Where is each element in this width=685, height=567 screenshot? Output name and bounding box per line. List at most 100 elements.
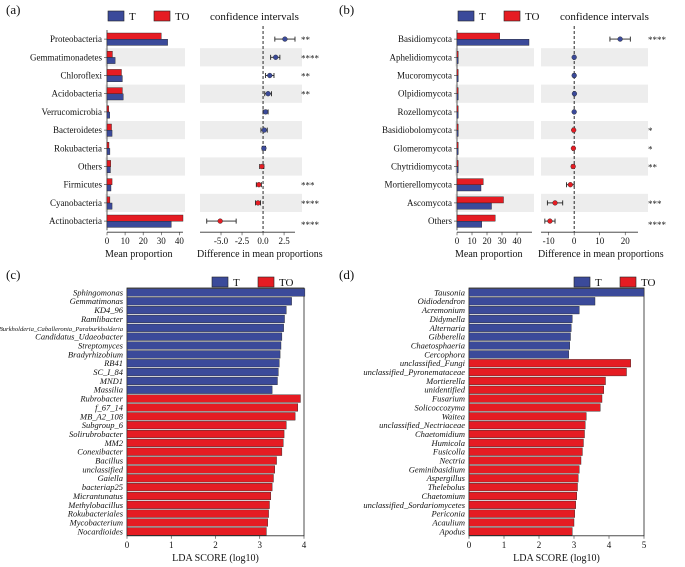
- panel-a-ci-tick-label: -5.0: [214, 236, 229, 246]
- panel-d-taxon-label: Acremonium: [421, 305, 465, 315]
- panel-d-lda-bar: [468, 421, 586, 430]
- panel-c-lda-bar: [126, 456, 277, 465]
- panel-a-ci-tick-label: 0.0: [257, 236, 269, 246]
- panel-a-band: [105, 157, 185, 176]
- panel-b-bar-t: [456, 75, 459, 82]
- panel-d-taxon-label: unclassified_Sordariomycetes: [363, 500, 465, 510]
- panel-a-bar-to: [106, 87, 123, 94]
- panel-b-category-label: Mortierellomycota: [385, 180, 452, 190]
- panel-d-lda-bar: [468, 491, 578, 500]
- panel-d-plot-frame: [468, 287, 645, 537]
- panel-c-lda-bar: [126, 368, 279, 377]
- panel-c-taxon-label: MB_A2_108: [79, 411, 124, 421]
- panel-d-taxon-label: unclassified_Fungi: [400, 358, 466, 368]
- panel-c-lda-bar: [126, 412, 296, 421]
- panel-b-ci-tick-label: -10: [543, 236, 555, 246]
- panel-a-ci-xlabel: Difference in mean proportions: [197, 249, 323, 260]
- panel-a-bar-to: [106, 69, 122, 76]
- panel-d-taxon-label: Humicola: [430, 438, 465, 448]
- panel-b-bar-tick-label: 0: [455, 236, 460, 246]
- panel-a-bar-to: [106, 141, 110, 149]
- panel-d-lda-bar: [468, 474, 579, 483]
- panel-a-ci-tick-label: -2.5: [235, 236, 250, 246]
- panel-b-ci-band: [541, 121, 648, 140]
- panel-c-taxon-label: SC_I_84: [93, 367, 124, 377]
- panel-a-bar-to: [106, 105, 110, 113]
- panel-c-taxon-label: Nocardioides: [77, 526, 124, 536]
- panel-c-lda-bar: [126, 465, 275, 474]
- panel-c-taxon-label: Conexibacter: [77, 447, 123, 457]
- panel-b-category-label: Others: [428, 216, 452, 226]
- panel-b-ci-point: [571, 54, 577, 60]
- panel-d-taxon-label: Apodus: [439, 526, 466, 536]
- panel-b-xlabel: Mean proportion: [455, 249, 523, 260]
- panel-b-band: [455, 48, 534, 67]
- panel-d-lda-bar: [468, 403, 601, 412]
- panel-c-lda-bar: [126, 385, 273, 394]
- panel-c-taxon-label: MND1: [99, 376, 123, 386]
- panel-a-category-label: Others: [78, 162, 102, 172]
- panel-b-category-label: Mucoromycota: [397, 71, 452, 81]
- panel-a-bar-to: [106, 196, 111, 204]
- panel-c-taxon-label: Mycobacterium: [69, 517, 123, 527]
- panel-d-lda-bar: [468, 376, 606, 385]
- panel-a-bar-tick-label: 40: [175, 236, 185, 246]
- panel-d-taxon-label: Waitea: [442, 411, 465, 421]
- panel-d-taxon-label: unclassified_Pyronemataceae: [363, 367, 465, 377]
- panel-c-lda-bar: [126, 306, 287, 315]
- panel-a-bar-to: [106, 51, 113, 58]
- panel-d-tick-label: 5: [642, 540, 647, 550]
- panel-b-bar-to: [456, 105, 459, 113]
- panel-d-lda-bar: [468, 332, 571, 341]
- panel-b-bar-tick-label: 30: [498, 236, 508, 246]
- panel-a-bar-to: [106, 32, 162, 40]
- panel-b-ci-tick-label: 20: [621, 236, 631, 246]
- panel-b-ci-point: [571, 72, 577, 79]
- panel-d-taxon-label: Fusarium: [431, 394, 465, 404]
- panel-a-ci-point: [265, 91, 271, 97]
- panel-a-bar-to: [106, 160, 111, 167]
- panel-d-lda-bar: [468, 306, 580, 315]
- panel-a-band: [105, 84, 185, 103]
- panel-a-bar-to: [106, 178, 113, 186]
- panel-c-taxon-label: Bradyrhizobium: [68, 349, 123, 359]
- panel-a-bar-t: [106, 166, 111, 174]
- panel-d-taxon-label: Didymella: [429, 314, 465, 324]
- panel-c-taxon-label: Subgroup_6: [82, 420, 124, 430]
- panel-d-lda-bar: [468, 438, 584, 447]
- panel-b-category-label: Glomeromycota: [394, 143, 452, 153]
- panel-c-taxon-label: MM2: [104, 438, 124, 448]
- panel-d-taxon-label: Alternaria: [429, 323, 465, 333]
- panel-d-lda-bar: [468, 430, 585, 439]
- panel-c-lda-bar: [126, 288, 306, 297]
- panel-b-category-label: Rozellomycota: [398, 107, 452, 117]
- panel-a-legend-swatch-t: [107, 10, 125, 22]
- panel-b-bar-t: [456, 93, 459, 101]
- panel-c-lda-bar: [126, 447, 283, 456]
- panel-a-xlabel: Mean proportion: [105, 249, 173, 260]
- panel-b-bar-to: [456, 178, 484, 186]
- panel-d-lda-bar: [468, 341, 571, 350]
- panel-b-bar-t: [456, 184, 482, 192]
- panel-c-lda-bar: [126, 474, 274, 483]
- panel-a-ci-title: confidence intervals: [210, 11, 299, 23]
- panel-d-taxon-label: Solicoccozyma: [414, 402, 465, 412]
- panel-b-category-label: Basidiobolomycota: [382, 125, 452, 135]
- panel-c-lda-bar: [126, 430, 285, 439]
- panel-b-bar-tick-label: 10: [468, 236, 478, 246]
- panel-a-significance-label: ****: [301, 220, 320, 230]
- panel-b-significance-label: ***: [648, 199, 662, 209]
- panel-d-lda-bar: [468, 350, 569, 359]
- panel-c-lda-bar: [126, 509, 269, 518]
- panel-a-ci-band: [200, 193, 302, 212]
- panel-d-lda-bar: [468, 456, 582, 465]
- panel-b-ci-point: [567, 182, 573, 188]
- panel-b-ci-point: [571, 109, 577, 115]
- panel-d-lda-bar: [468, 483, 578, 492]
- panel-b-bar-to: [456, 32, 500, 40]
- panel-b-bar-to: [456, 160, 459, 167]
- panel-d-lda-bar: [468, 527, 573, 536]
- panel-a-bar-t: [106, 111, 110, 119]
- panel-a-bar-t: [106, 202, 113, 210]
